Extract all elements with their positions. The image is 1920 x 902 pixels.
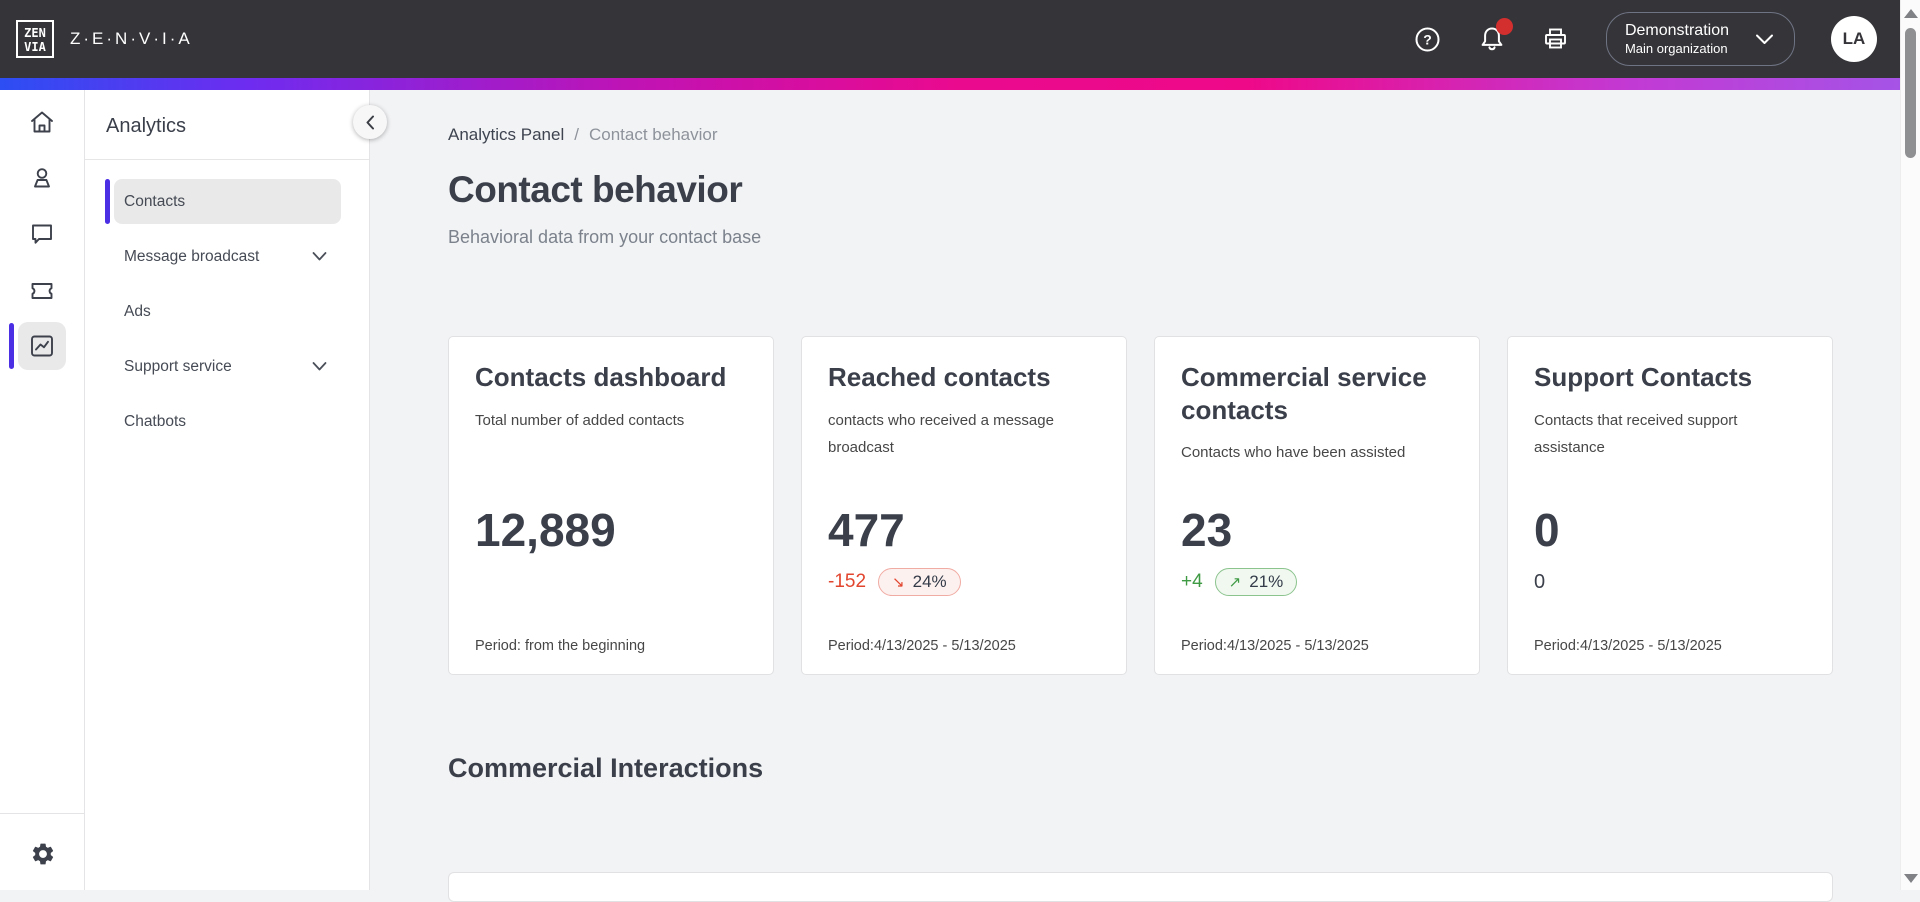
trend-badge: ↗ 21% xyxy=(1214,568,1298,596)
nav-campaigns-button[interactable] xyxy=(18,266,66,314)
card-description: Total number of added contacts xyxy=(475,411,685,429)
ticket-icon xyxy=(31,283,53,299)
print-button[interactable] xyxy=(1542,25,1570,53)
brand-gradient-bar xyxy=(0,78,1920,90)
card-value: 23 xyxy=(1181,504,1233,556)
notifications-button[interactable] xyxy=(1478,18,1513,53)
sidebar-item-message-broadcast[interactable]: Message broadcast xyxy=(114,234,341,279)
nav-conversations-button[interactable] xyxy=(18,210,66,258)
nav-home-button[interactable] xyxy=(18,98,66,146)
help-icon: ? xyxy=(1415,27,1440,51)
chart-line-icon xyxy=(31,335,53,357)
trend-badge-value: 21% xyxy=(1249,572,1284,591)
breadcrumb-analytics-panel[interactable]: Analytics Panel xyxy=(448,125,565,144)
sidebar-divider xyxy=(85,159,369,160)
organization-selector[interactable]: Demonstration Main organization xyxy=(1605,11,1795,67)
section-title: Commercial Interactions xyxy=(448,753,764,783)
notification-badge xyxy=(1495,18,1513,35)
card-period: Period: from the beginning xyxy=(475,638,646,654)
sidebar-item-label: Message broadcast xyxy=(124,247,260,265)
help-button[interactable]: ? xyxy=(1414,25,1442,53)
home-icon xyxy=(31,111,53,133)
card-value: 0 xyxy=(1534,504,1560,556)
brand-name: Z·E·N·V·I·A xyxy=(70,29,193,48)
card-delta: 0 xyxy=(1534,570,1546,593)
user-avatar[interactable]: LA xyxy=(1831,16,1877,62)
metric-card: Contacts dashboard Total number of added … xyxy=(448,336,774,675)
organization-subtitle: Main organization xyxy=(1624,40,1728,56)
chevron-left-icon xyxy=(366,115,374,129)
svg-text:?: ? xyxy=(1424,31,1433,47)
breadcrumb-separator: / xyxy=(574,125,579,144)
page-title: Contact behavior xyxy=(448,169,743,210)
card-delta-row: 0 xyxy=(1534,567,1545,597)
commercial-interactions-card xyxy=(448,872,1833,902)
card-delta: +4 xyxy=(1181,571,1203,592)
card-description: Contacts who have been assisted xyxy=(1181,444,1406,461)
card-title: Contacts dashboard xyxy=(475,362,727,392)
metric-card: Support Contacts Contacts that received s… xyxy=(1507,336,1833,675)
organization-name: Demonstration xyxy=(1624,21,1729,39)
breadcrumb-current: Contact behavior xyxy=(588,125,718,144)
gear-icon xyxy=(32,843,53,865)
trend-up-icon: ↗ xyxy=(1228,574,1242,591)
chevron-down-icon xyxy=(312,252,327,261)
sidebar-item-label: Chatbots xyxy=(124,412,187,430)
scroll-up-arrow-icon[interactable] xyxy=(1903,9,1918,18)
metric-card: Commercial service contacts Contacts who … xyxy=(1154,336,1480,675)
brand: ZEN VIA Z·E·N·V·I·A xyxy=(0,18,193,60)
trend-down-icon: ↘ xyxy=(892,574,905,591)
sidebar-item-chatbots[interactable]: Chatbots xyxy=(114,399,341,444)
settings-button[interactable] xyxy=(19,830,67,878)
card-title: Reached contacts xyxy=(828,362,1051,392)
card-period: Period:4/13/2025 - 5/13/2025 xyxy=(828,638,1016,654)
rail-divider xyxy=(0,813,84,814)
top-bar: ZEN VIA Z·E·N·V·I·A ? xyxy=(0,0,1920,78)
sidebar-item-label: Support service xyxy=(124,357,232,375)
card-description: Contacts that received support assistanc… xyxy=(1534,411,1738,456)
chat-icon xyxy=(32,224,52,244)
card-delta: -152 xyxy=(828,571,867,592)
sidebar-item-label: Contacts xyxy=(124,192,186,210)
page-scrollbar[interactable] xyxy=(1900,0,1920,890)
scrollbar-thumb[interactable] xyxy=(1905,28,1916,158)
person-icon xyxy=(34,168,50,188)
nav-rail xyxy=(0,90,85,890)
sidebar-item-label: Ads xyxy=(124,302,151,320)
main-content: Analytics Panel / Contact behavior Conta… xyxy=(371,90,1900,902)
analytics-menu: Contacts Message broadcast Ads Support serv… xyxy=(85,160,369,444)
zenvia-logo-icon: ZEN VIA xyxy=(14,18,56,60)
chevron-down-icon xyxy=(312,362,327,371)
printer-icon xyxy=(1545,28,1567,48)
sidebar-title: Analytics xyxy=(106,115,187,137)
metric-card: Reached contacts contacts who received a … xyxy=(801,336,1127,675)
card-title: Support Contacts xyxy=(1534,362,1753,392)
trend-badge: ↘ 24% xyxy=(878,568,961,596)
nav-analytics-button[interactable] xyxy=(9,322,66,370)
page-subtitle: Behavioral data from your contact base xyxy=(448,227,762,247)
card-delta-row: -152 ↘ 24% xyxy=(828,567,961,597)
svg-text:VIA: VIA xyxy=(24,40,46,54)
card-value: 12,889 xyxy=(475,504,616,556)
scroll-down-arrow-icon[interactable] xyxy=(1903,874,1918,883)
card-title: Commercial service contacts xyxy=(1181,362,1427,425)
card-description: contacts who received a message broadcas… xyxy=(828,411,1054,456)
svg-text:ZEN: ZEN xyxy=(24,26,46,40)
nav-contacts-button[interactable] xyxy=(18,154,66,202)
card-period: Period:4/13/2025 - 5/13/2025 xyxy=(1181,638,1369,654)
trend-badge-value: 24% xyxy=(912,572,947,591)
sidebar-item-contacts[interactable]: Contacts xyxy=(105,179,341,224)
chevron-down-icon xyxy=(1756,34,1773,44)
card-delta-row: +4 ↗ 21% xyxy=(1181,567,1298,597)
breadcrumb: Analytics Panel / Contact behavior xyxy=(448,125,1900,145)
card-period: Period:4/13/2025 - 5/13/2025 xyxy=(1534,638,1722,654)
sidebar-item-ads[interactable]: Ads xyxy=(114,289,341,334)
card-value: 477 xyxy=(828,504,905,556)
sidebar-item-support-service[interactable]: Support service xyxy=(114,344,341,389)
analytics-sidebar: Analytics Contacts Message broadcast Ads Su… xyxy=(85,90,370,890)
collapse-sidebar-button[interactable] xyxy=(353,105,387,139)
metric-cards-row: Contacts dashboard Total number of added … xyxy=(448,336,1900,675)
